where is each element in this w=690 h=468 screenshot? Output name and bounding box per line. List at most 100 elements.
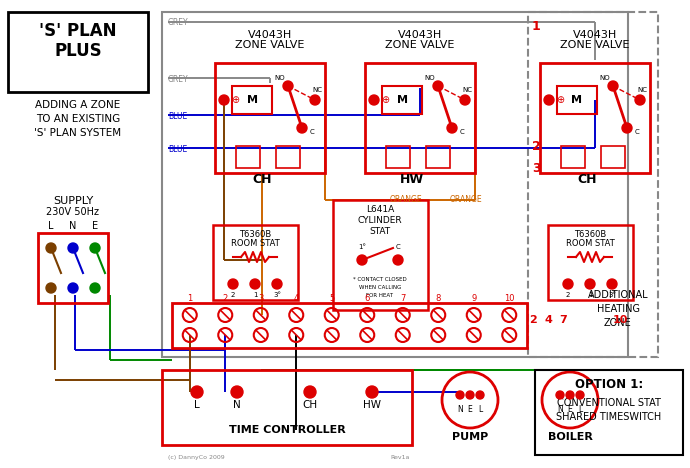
Circle shape [272,279,282,289]
Text: N: N [233,400,241,410]
Text: L: L [478,405,482,414]
Circle shape [456,391,464,399]
Text: L: L [48,221,54,231]
Text: ROOM STAT: ROOM STAT [230,239,279,248]
Circle shape [563,279,573,289]
Text: BOILER: BOILER [548,432,593,442]
Text: OPTION 1:: OPTION 1: [575,378,643,391]
Text: ZONE VALVE: ZONE VALVE [560,40,630,50]
Bar [215,63,325,173]
Bar [382,86,422,114]
Circle shape [283,81,293,91]
Text: 4: 4 [294,294,299,303]
Circle shape [191,386,203,398]
Text: FOR HEAT: FOR HEAT [366,293,393,298]
Text: NC: NC [312,87,322,93]
Text: V4043H: V4043H [573,30,617,40]
Text: 'S' PLAN: 'S' PLAN [39,22,117,40]
Circle shape [585,279,595,289]
Circle shape [90,243,100,253]
Text: HW: HW [363,400,381,410]
Text: Rev1a: Rev1a [391,455,410,460]
Text: E: E [568,405,573,414]
Text: ORANGE: ORANGE [450,195,482,204]
Text: BLUE: BLUE [168,145,187,154]
Text: NO: NO [600,75,611,81]
Circle shape [68,283,78,293]
Text: 1: 1 [187,294,193,303]
Text: V4043H: V4043H [248,30,292,40]
Bar [172,303,527,348]
Bar [535,370,683,455]
Text: ADDITIONAL
HEATING
ZONE: ADDITIONAL HEATING ZONE [588,290,649,328]
Text: NO: NO [275,75,285,81]
Text: 6: 6 [364,294,370,303]
Circle shape [556,391,564,399]
Circle shape [357,255,367,265]
Text: CH: CH [302,400,317,410]
Text: ZONE VALVE: ZONE VALVE [235,40,305,50]
Bar [426,146,450,168]
Bar [333,200,428,310]
Text: STAT: STAT [369,227,391,236]
Circle shape [433,81,443,91]
Text: N: N [69,221,77,231]
Text: 3°: 3° [273,292,281,298]
Text: T6360B: T6360B [574,230,606,239]
Text: NC: NC [637,87,647,93]
Text: BLUE: BLUE [168,112,187,121]
Circle shape [476,391,484,399]
Text: GREY: GREY [168,75,188,84]
Text: 4: 4 [544,315,552,325]
Bar [8,12,148,92]
Bar [386,146,410,168]
Text: L: L [194,400,200,410]
Text: L: L [578,405,582,414]
Bar [38,233,108,303]
Text: M: M [246,95,257,105]
Text: PLUS: PLUS [55,42,102,60]
Text: 3: 3 [532,162,541,175]
Text: 1°: 1° [358,244,366,250]
Text: V4043H: V4043H [398,30,442,40]
Text: ⊕: ⊕ [231,95,239,105]
Text: NC: NC [462,87,472,93]
Bar [162,370,412,445]
Circle shape [46,243,56,253]
Text: 7: 7 [400,294,406,303]
Text: E: E [468,405,473,414]
Text: 1: 1 [588,292,592,298]
Circle shape [228,279,238,289]
Circle shape [635,95,645,105]
Bar [236,146,260,168]
Text: 2: 2 [529,315,537,325]
Text: WHEN CALLING: WHEN CALLING [359,285,401,290]
Text: 10: 10 [504,294,515,303]
Circle shape [231,386,243,398]
Circle shape [447,123,457,133]
Text: C: C [395,244,400,250]
Text: TIME CONTROLLER: TIME CONTROLLER [228,425,346,435]
Text: E: E [92,221,98,231]
Text: L641A: L641A [366,205,394,214]
Circle shape [250,279,260,289]
Bar [276,146,300,168]
Text: SHARED TIMESWITCH: SHARED TIMESWITCH [556,412,662,422]
Text: HW: HW [400,173,424,186]
Text: ZONE VALVE: ZONE VALVE [385,40,455,50]
Text: 2: 2 [231,292,235,298]
Text: (c) DannyCo 2009: (c) DannyCo 2009 [168,455,225,460]
Text: 8: 8 [435,294,441,303]
Bar [162,12,628,357]
Text: CYLINDER: CYLINDER [357,216,402,225]
Text: CONVENTIONAL STAT: CONVENTIONAL STAT [557,398,661,408]
Bar [557,86,597,114]
Circle shape [608,81,618,91]
Bar [601,146,625,168]
Circle shape [622,123,632,133]
Text: 1: 1 [253,292,257,298]
Circle shape [566,391,574,399]
Text: SUPPLY: SUPPLY [53,196,93,206]
Circle shape [466,391,474,399]
Circle shape [460,95,470,105]
